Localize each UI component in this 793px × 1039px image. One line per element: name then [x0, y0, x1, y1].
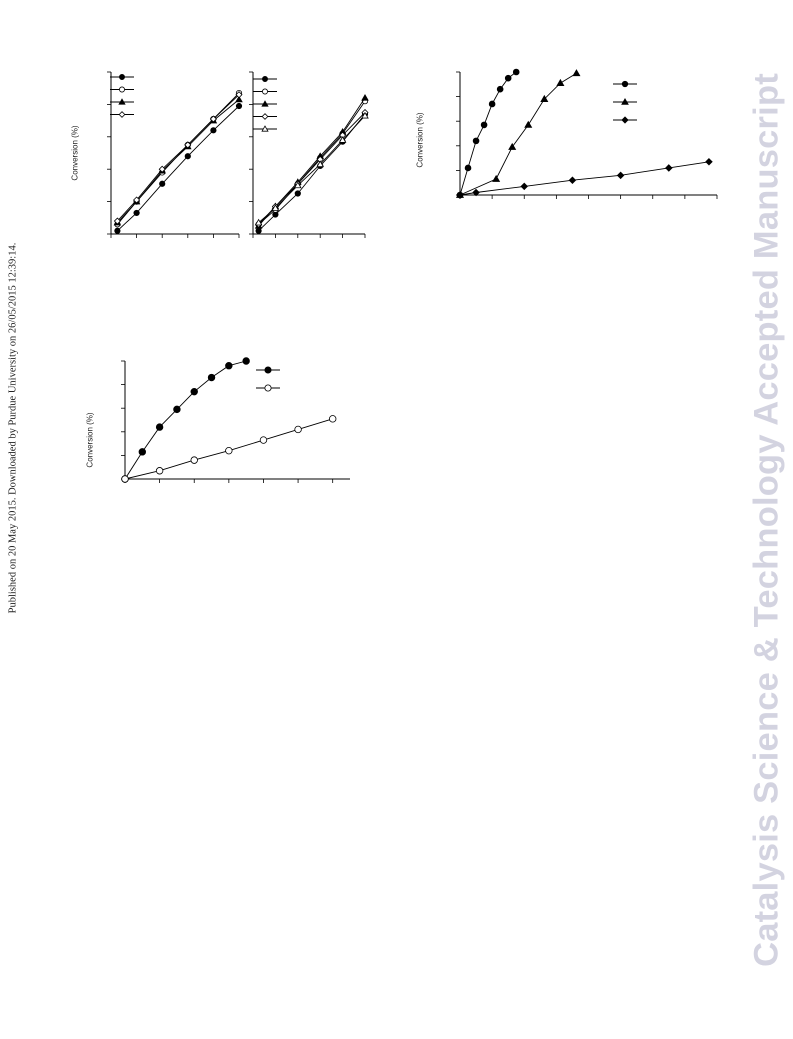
chart-c-series-0-point-2: [472, 137, 480, 145]
chart-a-series-3-point-4: [209, 115, 217, 123]
chart-d-series-0-point-4: [190, 387, 198, 396]
chart-c-series-1-point-6: [572, 69, 581, 77]
chart-b-series-4-point-3: [316, 160, 324, 168]
chart-b-series-0-line: [258, 113, 366, 232]
chart-a-series-3-point-3: [184, 141, 192, 149]
chart-c-series-2-point-1: [472, 188, 480, 197]
chart-b-series-4-point-4: [338, 136, 347, 143]
chart-c-series-0-point-1: [464, 164, 472, 172]
chart-c: [455, 68, 718, 199]
chart-a-series-3-point-1: [133, 196, 141, 204]
chart-d-series-1-point-2: [190, 456, 198, 464]
chart-a-series-3-point-5: [235, 91, 243, 99]
chart-a-legend-marker-2: [118, 98, 126, 105]
chart-a-legend-marker-1: [119, 86, 125, 93]
chart-c-series-0-point-5: [496, 85, 504, 93]
chart-b: [249, 71, 369, 238]
chart-b-legend-marker-1: [262, 88, 268, 95]
chart-c-series-0-line: [459, 71, 517, 196]
chart-b-series-0-point-0: [255, 227, 262, 234]
chart-c-series-2-point-5: [665, 164, 673, 172]
chart-d-series-1-point-0: [121, 475, 129, 483]
chart-c-series-2-point-3: [568, 176, 577, 184]
chart-d-legend-marker-1: [264, 384, 272, 392]
chart-b-series-0-point-2: [294, 190, 301, 197]
chart-b-legend-marker-4: [261, 125, 269, 132]
chart-a-legend-marker-0: [119, 74, 125, 80]
chart-b-series-4-point-0: [254, 218, 263, 226]
chart-d-series-0-point-7: [242, 357, 250, 365]
chart-c-series-0-point-6: [504, 74, 512, 82]
chart-c-series-1-point-5: [556, 78, 565, 86]
chart-a-legend-marker-3: [118, 111, 126, 118]
journal-watermark: Catalysis Science & Technology Accepted …: [747, 73, 786, 967]
chart-d-series-1-point-6: [328, 415, 337, 423]
chart-c-series-0-point-3: [480, 121, 488, 129]
chart-d-legend-marker-0: [264, 366, 272, 374]
chart-a-series-0-point-4: [210, 127, 217, 134]
chart-b-legend-marker-2: [261, 100, 269, 107]
chart-c-series-2-point-2: [520, 182, 529, 191]
chart-c-series-2-point-4: [616, 171, 625, 180]
chart-c-ylabel: Conversion (%): [415, 112, 425, 168]
chart-c-series-1-line: [459, 72, 577, 196]
chart-a-series-0-point-0: [114, 227, 121, 234]
chart-a-series-3-line: [117, 94, 240, 222]
chart-b-series-1-line: [258, 100, 366, 225]
published-note: Published on 20 May 2015. Downloaded by …: [7, 242, 19, 614]
chart-a-series-2-point-5: [235, 95, 243, 103]
chart-a-series-0-point-1: [133, 209, 140, 217]
chart-a-series-2-line: [117, 99, 240, 224]
chart-c-legend-marker-2: [621, 116, 629, 124]
chart-b-series-4-point-2: [294, 181, 302, 189]
chart-c-series-2-point-6: [705, 158, 713, 166]
chart-b-series-2-point-5: [361, 94, 369, 101]
chart-c-legend-marker-1: [621, 98, 629, 105]
chart-d-series-0-point-2: [155, 423, 164, 431]
chart-d-series-0-point-1: [138, 448, 147, 456]
chart-c-series-2-point-0: [456, 191, 464, 199]
chart-b-series-4-point-1: [271, 204, 280, 211]
chart-b-legend-marker-3: [261, 113, 269, 120]
chart-d-series-0-point-6: [225, 362, 233, 370]
chart-d-series-1-point-1: [155, 467, 164, 475]
chart-d-series-0-point-5: [207, 373, 216, 382]
chart-c-series-0-point-7: [512, 68, 520, 76]
chart-d-series-1-point-3: [225, 446, 233, 455]
chart-a-series-0-point-3: [184, 153, 191, 160]
chart-d-series-0-line: [124, 360, 247, 480]
chart-c-series-1-point-4: [540, 94, 549, 102]
chart-d-ylabel: Conversion (%): [85, 412, 95, 468]
chart-a-series-3-point-2: [158, 165, 166, 173]
chart-d: [121, 357, 350, 483]
chart-c-series-1-point-3: [524, 120, 533, 128]
chart-a-series-0-point-2: [159, 180, 166, 187]
chart-a-ylabel: Conversion (%): [70, 125, 80, 181]
chart-a-series-0-line: [117, 105, 240, 232]
chart-b-series-4-point-5: [361, 111, 369, 119]
chart-c-series-1-point-1: [492, 174, 501, 182]
chart-c-series-0-point-4: [488, 100, 496, 108]
chart-c-legend-marker-0: [621, 80, 629, 88]
chart-a-series-0-point-5: [235, 102, 243, 110]
chart-d-series-0-point-3: [173, 405, 181, 414]
chart-b-legend-marker-0: [262, 76, 268, 82]
chart-d-series-1-point-4: [259, 436, 268, 444]
chart-c-series-1-point-2: [508, 142, 517, 150]
chart-a: [107, 71, 243, 238]
chart-d-series-1-point-5: [294, 425, 302, 434]
chart-a-series-3-point-0: [113, 217, 121, 225]
chart-a-series-1-line: [117, 92, 240, 225]
